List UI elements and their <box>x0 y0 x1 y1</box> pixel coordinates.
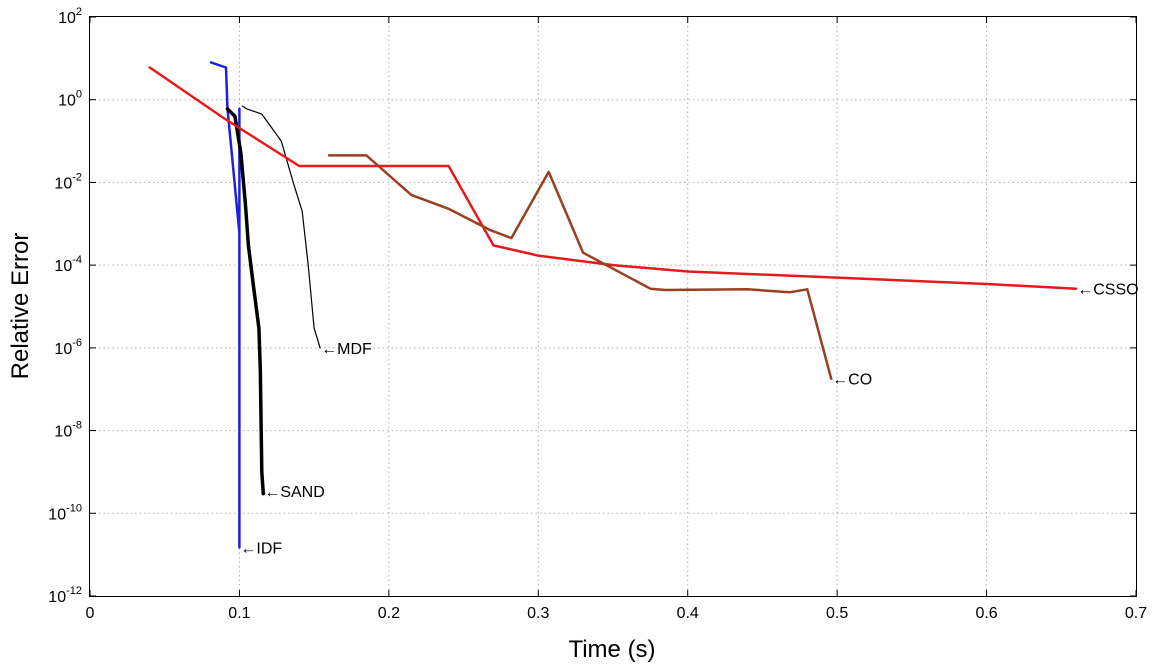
series-co-line <box>327 154 833 380</box>
y-tick-label: 10-10 <box>48 502 82 523</box>
series-sand-line <box>225 107 266 496</box>
annotation-sand: ←SAND <box>264 484 324 501</box>
y-tick-label: 10-8 <box>54 420 82 441</box>
y-tick-label: 100 <box>58 89 82 110</box>
series-idf-line <box>209 61 241 549</box>
y-axis-label: Relative Error <box>7 233 34 380</box>
series-csso-line <box>148 66 1078 290</box>
annotation-idf: ←IDF <box>240 540 282 557</box>
x-tick-label: 0.1 <box>228 605 250 622</box>
series-mdf-line <box>241 105 321 349</box>
x-tick-label: 0 <box>86 605 95 622</box>
annotation-co: ←CO <box>832 372 872 389</box>
x-tick-label: 0.4 <box>677 605 699 622</box>
y-tick-label: 10-12 <box>48 585 82 606</box>
grid-layer <box>90 17 1136 596</box>
x-tick-label: 0.6 <box>975 605 997 622</box>
y-tick-label: 10-2 <box>54 171 82 192</box>
x-axis-label: Time (s) <box>568 636 655 663</box>
series-layer <box>148 61 1078 549</box>
y-tick-label: 10-4 <box>54 254 82 275</box>
annotation-mdf: ←MDF <box>321 341 372 358</box>
plot-frame <box>89 16 1137 597</box>
x-tick-label: 0.3 <box>527 605 549 622</box>
annotation-csso: ←CSSO <box>1077 282 1138 299</box>
annotation-layer: ←IDF ←SAND ←MDF ←CO ←CSSO <box>240 282 1138 558</box>
tick-layer: 0 0.1 0.2 0.3 0.4 0.5 0.6 0.7 10-12 10-10 10-8 10-6… <box>48 6 1147 622</box>
y-tick-label: 102 <box>58 6 82 27</box>
x-tick-label: 0.5 <box>826 605 848 622</box>
y-tick-label: 10-6 <box>54 337 82 358</box>
x-tick-label: 0.2 <box>378 605 400 622</box>
x-tick-label: 0.7 <box>1125 605 1147 622</box>
